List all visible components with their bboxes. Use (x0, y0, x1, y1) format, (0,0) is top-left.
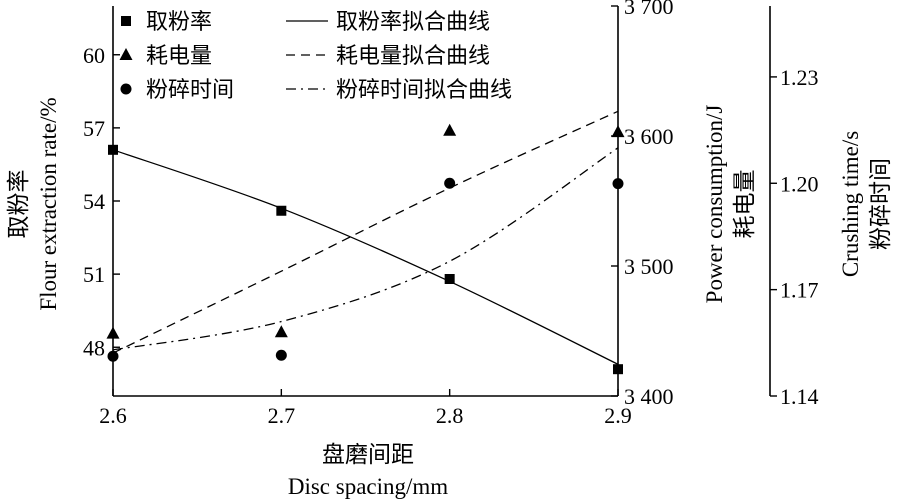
x-axis-title-en: Disc spacing/mm (288, 474, 448, 499)
legend-label-2: 耗电量 (146, 43, 212, 68)
x-tick-label: 2.7 (268, 403, 296, 428)
point-series-2 (274, 325, 288, 338)
fit-curve-1 (112, 149, 619, 365)
y-right2-title-en: Crushing time/s (838, 131, 863, 277)
y-right1-tick-label: 3 600 (624, 124, 674, 149)
y-left-tick-label: 54 (83, 189, 105, 214)
point-series-3 (275, 349, 287, 361)
point-series-1 (613, 364, 623, 375)
y-right1-title-en: Power consumption/J (702, 105, 727, 304)
fit-curve-2 (112, 110, 619, 354)
y-left-tick-label: 48 (83, 335, 105, 360)
y-right2-tick-label: 1.20 (780, 171, 819, 196)
legend-label-3: 粉碎时间 (146, 77, 234, 102)
y-right1-tick-label: 3 700 (624, 0, 674, 19)
x-tick-label: 2.6 (99, 403, 127, 428)
y-left-tick-label: 51 (83, 262, 105, 287)
legend-marker-3 (120, 83, 132, 95)
legend-fit-label-1: 取粉率拟合曲线 (336, 9, 490, 34)
point-series-3 (107, 350, 119, 362)
point-series-1 (276, 205, 287, 216)
y-right2-title-cn: 粉碎时间 (868, 158, 893, 250)
legend-marker-2 (119, 48, 133, 60)
point-series-3 (444, 177, 456, 189)
legend-fit-label-3: 粉碎时间拟合曲线 (336, 77, 512, 102)
fit-curves (112, 110, 619, 365)
point-series-3 (612, 178, 624, 190)
point-series-1 (108, 144, 118, 155)
y-right1-tick-label: 3 400 (624, 384, 674, 409)
data-points (106, 123, 625, 375)
y-right2-tick-label: 1.14 (780, 384, 819, 409)
x-tick-label: 2.9 (604, 403, 632, 428)
y-right2-tick-label: 1.23 (780, 65, 819, 90)
fit-curve-3 (112, 147, 619, 351)
x-axis-title-cn: 盘磨间距 (322, 442, 414, 467)
y-left-tick-label: 57 (83, 116, 105, 141)
y-right1-tick-label: 3 500 (624, 254, 674, 279)
point-series-2 (611, 125, 625, 138)
legend-label-1: 取粉率 (146, 9, 212, 34)
y-left-title-cn: 取粉率 (6, 170, 31, 239)
y-left-title-en: Flour extraction rate/% (36, 97, 61, 310)
x-tick-label: 2.8 (436, 403, 464, 428)
y-left-tick-label: 60 (83, 43, 105, 68)
legend-fit-label-2: 耗电量拟合曲线 (336, 43, 490, 68)
y-right2-tick-label: 1.17 (780, 278, 819, 303)
legend-marker-1 (121, 16, 131, 26)
point-series-1 (444, 274, 455, 284)
tick-marks (112, 5, 777, 397)
point-series-2 (106, 326, 120, 339)
tick-labels: 2.6 2.7 2.8 2.9 48 51 54 57 60 3 400 3 500 3 600 3 7… (83, 0, 819, 428)
y-right1-title-cn: 耗电量 (732, 170, 757, 239)
point-series-2 (443, 123, 457, 136)
